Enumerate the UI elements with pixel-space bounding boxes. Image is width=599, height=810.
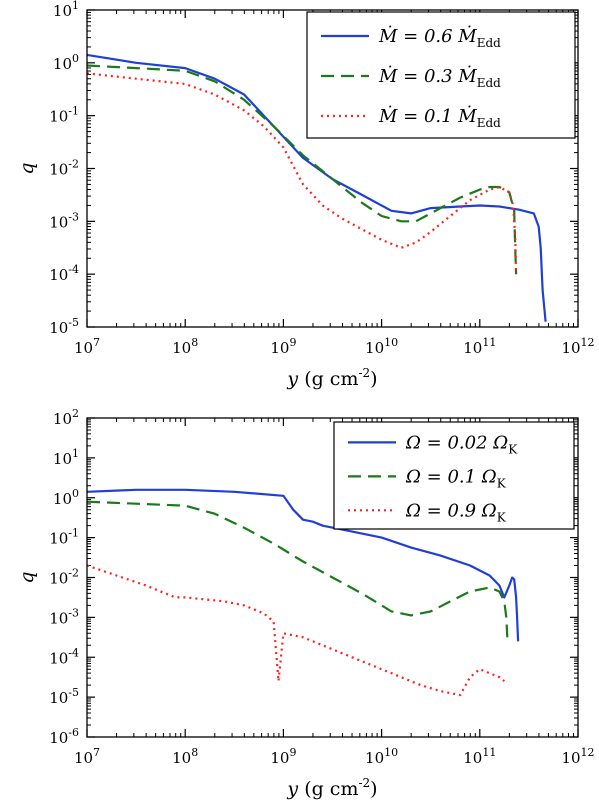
y-tick-label: 10-1 (49, 527, 79, 548)
y-tick-label: 10-5 (49, 316, 79, 337)
y-tick-label: 101 (53, 0, 79, 20)
y-tick-label: 10-4 (49, 263, 79, 284)
y-tick-label: 10-3 (49, 606, 79, 627)
x-tick-label: 1011 (463, 336, 496, 357)
legend: Ω = 0.02 ΩK Ω = 0.1 ΩK Ω = 0.9 ΩK (333, 421, 575, 530)
y-tick-label: 101 (53, 447, 79, 468)
x-tick-label: 108 (172, 336, 198, 357)
legend-label-1: Ω = 0.1 ΩK (405, 466, 507, 490)
x-tick-label: 1010 (365, 336, 398, 357)
x-axis-label: y (g cm-2) (286, 776, 377, 800)
legend-label-1: Ṁ = 0.3 ṀEdd (378, 64, 501, 90)
x-tick-label: 109 (270, 336, 296, 357)
series-line-1 (87, 500, 509, 638)
series-line-1 (87, 64, 518, 275)
x-tick-label: 1012 (561, 746, 594, 767)
legend-label-2: Ṁ = 0.1 ṀEdd (378, 104, 501, 130)
y-axis-label: q (16, 162, 38, 174)
minor-ticks (87, 418, 578, 737)
y-tick-label: 10-1 (49, 105, 79, 126)
x-tick-label: 108 (172, 746, 198, 767)
y-tick-label: 10-6 (49, 726, 79, 747)
legend-label-0: Ṁ = 0.6 ṀEdd (378, 24, 501, 50)
series-line-2 (87, 72, 518, 275)
legend: Ṁ = 0.6 ṀEdd Ṁ = 0.3 ṀEdd Ṁ = 0.1 ṀEdd (306, 11, 576, 139)
y-tick-label: 100 (53, 52, 79, 73)
series-line-0 (87, 53, 547, 322)
x-tick-label: 107 (74, 746, 100, 767)
x-axis-label: y (g cm-2) (286, 366, 377, 390)
x-tick-label: 1012 (561, 336, 594, 357)
y-tick-label: 102 (53, 407, 79, 428)
series-line-0 (87, 488, 520, 642)
x-tick-label: 1010 (365, 746, 398, 767)
y-tick-label: 10-3 (49, 210, 79, 231)
y-tick-label: 100 (53, 487, 79, 508)
axes-frame (86, 417, 579, 738)
x-tick-label: 107 (74, 336, 100, 357)
legend-label-2: Ω = 0.9 ΩK (405, 500, 507, 524)
panel-bottom: 107 108 109 1010 1011 1012 10-6 10-5 10-4 10-3 10-… (16, 407, 595, 800)
y-tick-label: 10-2 (49, 158, 79, 179)
y-tick-label: 10-5 (49, 686, 79, 707)
y-axis-label: q (16, 571, 38, 583)
legend-label-0: Ω = 0.02 ΩK (405, 432, 518, 456)
x-tick-label: 1011 (463, 746, 496, 767)
panel-top: 107 108 109 1010 1011 1012 10-5 10-4 10-3 10-2 10-… (16, 0, 595, 390)
x-tick-label: 109 (270, 746, 296, 767)
axes-frame (86, 9, 579, 328)
y-tick-label: 10-2 (49, 567, 79, 588)
y-tick-label: 10-4 (49, 646, 79, 667)
series-line-2 (87, 564, 505, 697)
